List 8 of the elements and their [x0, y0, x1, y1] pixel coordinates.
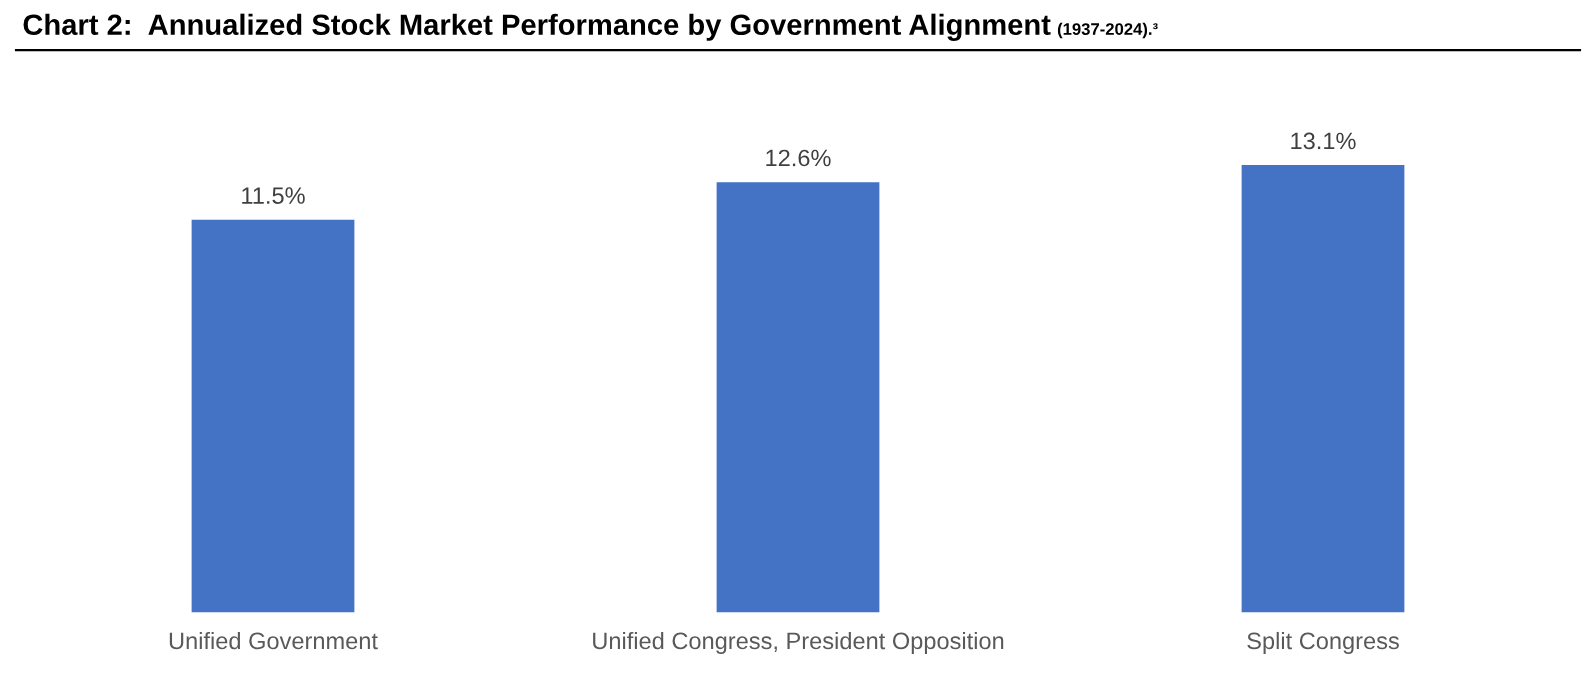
- chart-subtitle: (1937-2024).³: [1057, 22, 1158, 39]
- x-tick-label: Unified Congress, President Opposition: [593, 631, 1004, 654]
- data-label: 13.1%: [1291, 132, 1356, 150]
- data-label: 11.5%: [242, 187, 305, 204]
- chart-title: Chart 2: Annualized Stock Market Performance by Government Alignment: [23, 13, 1051, 41]
- data-label: 12.6%: [766, 149, 831, 167]
- x-tick-label: Split Congress: [1247, 631, 1399, 654]
- x-tick-label: Unified Government: [169, 631, 378, 650]
